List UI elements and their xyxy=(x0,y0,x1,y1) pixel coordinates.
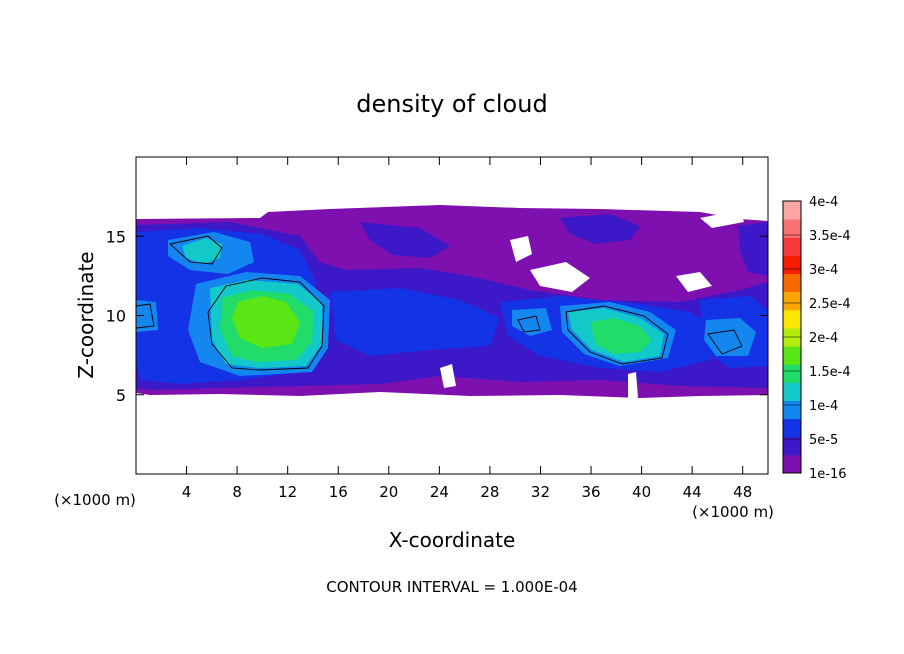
x-tick-label: 8 xyxy=(232,483,242,501)
contour-line-4 xyxy=(707,329,743,355)
density-region-3 xyxy=(360,222,450,258)
density-region-7 xyxy=(330,288,500,356)
density-region-21 xyxy=(232,296,300,348)
contour-line-2 xyxy=(565,305,669,365)
x-tick-label: 20 xyxy=(379,483,398,501)
colorbar-swatch xyxy=(783,273,801,293)
colorbar: 1e-16 5e-5 1e-4 1.5e-4 2e-4 2.5e-4 3e-4 3.5e-4 4… xyxy=(782,195,851,482)
contour-line-3 xyxy=(169,235,223,265)
x-axis-label: X-coordinate xyxy=(389,528,516,552)
colorbar-label: 3.5e-4 xyxy=(809,229,851,244)
x-tick-label: 44 xyxy=(683,483,702,501)
y-ticks: 5 10 15 xyxy=(106,227,768,405)
colorbar-swatch xyxy=(783,255,801,275)
colorbar-label: 1e-4 xyxy=(809,399,838,414)
colorbar-swatch xyxy=(783,400,801,420)
density-region-4 xyxy=(560,214,640,244)
colorbar-swatch xyxy=(783,309,801,329)
colorbar-swatch xyxy=(783,237,801,256)
x-tick-label: 4 xyxy=(182,483,192,501)
colorbar-label: 4e-4 xyxy=(809,195,838,210)
contour-line-6 xyxy=(136,303,155,329)
colorbar-label: 2.5e-4 xyxy=(809,297,851,312)
colorbar-swatch xyxy=(783,219,801,238)
x-tick-label: 12 xyxy=(278,483,297,501)
y-tick-label: 5 xyxy=(116,386,126,405)
colorbar-label: 5e-5 xyxy=(809,433,838,448)
colorbar-swatch xyxy=(783,382,801,401)
chart-title: density of cloud xyxy=(356,90,547,118)
colorbar-swatch xyxy=(783,364,801,383)
x-tick-label: 40 xyxy=(632,483,651,501)
clear-gap-1 xyxy=(510,236,532,262)
clear-gap-4 xyxy=(700,210,744,228)
density-region-16 xyxy=(182,238,222,264)
x-tick-label: 24 xyxy=(430,483,449,501)
colorbar-swatch xyxy=(783,436,801,456)
colorbar-label: 3e-4 xyxy=(809,263,838,278)
x-tick-label: 28 xyxy=(480,483,499,501)
colorbar-swatch xyxy=(783,346,801,365)
clear-gap-2 xyxy=(530,262,590,292)
x-unit-right: (×1000 m) xyxy=(692,503,774,521)
colorbar-label: 2e-4 xyxy=(809,331,838,346)
colorbar-swatch xyxy=(783,291,801,311)
clear-gap-5 xyxy=(628,372,638,398)
x-ticks: 4 8 12 16 20 24 28 32 36 40 44 48 xyxy=(182,157,752,501)
y-axis-label: Z-coordinate xyxy=(74,251,98,378)
density-region-20 xyxy=(590,318,652,354)
x-tick-label: 32 xyxy=(531,483,550,501)
clear-gap-6 xyxy=(440,364,456,388)
x-unit-left: (×1000 m) xyxy=(54,491,136,509)
colorbar-label: 1.5e-4 xyxy=(809,365,851,380)
colorbar-swatch xyxy=(783,454,801,474)
colorbar-swatch xyxy=(783,418,801,438)
colorbar-swatch xyxy=(783,201,801,220)
contour-line-1 xyxy=(207,277,325,371)
contour-interval-note: CONTOUR INTERVAL = 1.000E-04 xyxy=(326,578,577,596)
colorbar-label: 1e-16 xyxy=(809,467,847,482)
clear-gap-3 xyxy=(676,272,712,292)
y-tick-label: 15 xyxy=(106,227,126,246)
y-tick-label: 10 xyxy=(106,307,126,326)
density-region-5 xyxy=(738,222,768,276)
density-region-15 xyxy=(136,300,158,332)
contour-line-5 xyxy=(517,315,541,333)
x-tick-label: 36 xyxy=(581,483,600,501)
x-tick-label: 48 xyxy=(733,483,752,501)
density-field xyxy=(136,205,768,398)
x-tick-label: 16 xyxy=(329,483,348,501)
